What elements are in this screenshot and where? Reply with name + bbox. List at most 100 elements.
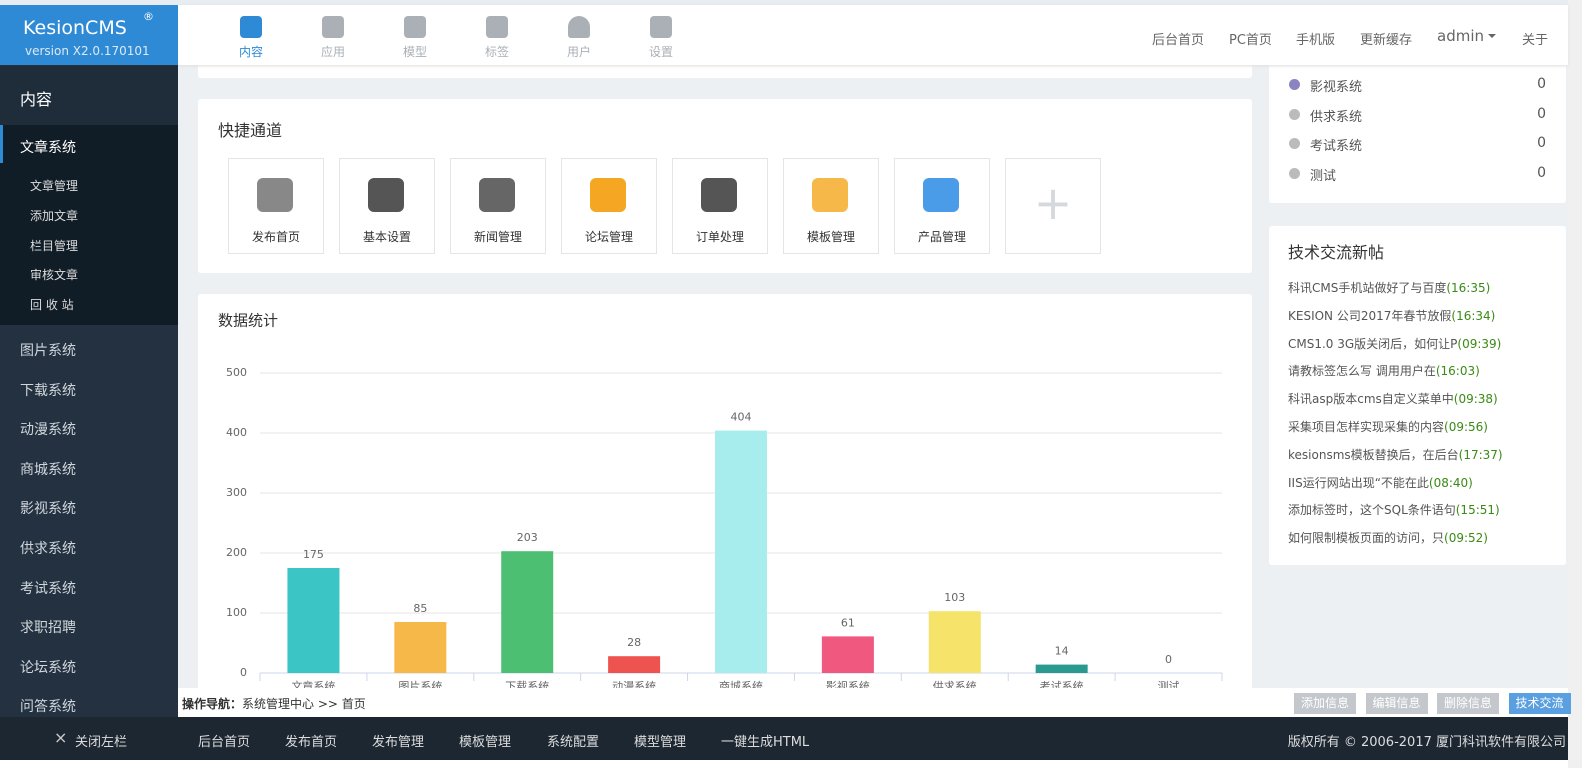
post-item[interactable]: 添加标签时，这个SQL条件语句(15:51) (1288, 501, 1500, 518)
post-title[interactable]: 科讯CMS手机站做好了与百度 (1288, 281, 1447, 295)
top-link[interactable]: 关于 (1522, 33, 1549, 48)
post-title[interactable]: KESION 公司2017年春节放假 (1288, 308, 1452, 323)
footer-link[interactable]: 发布管理 (372, 735, 425, 750)
top-link[interactable]: admin (1437, 27, 1484, 45)
post-title[interactable]: 采集项目怎样实现采集的内容 (1288, 420, 1445, 434)
tile-icon (923, 178, 959, 212)
nav-icon[interactable] (322, 16, 344, 38)
footer-link[interactable]: 系统配置 (547, 735, 600, 750)
post-title[interactable]: 如何限制模板页面的访问，只 (1288, 531, 1445, 546)
post-item[interactable]: kesionsms模板替换后，在后台(17:37) (1288, 446, 1503, 463)
post-item[interactable]: 请教标签怎么写 调用用户在(16:03) (1288, 362, 1480, 379)
footer-link[interactable]: 后台首页 (198, 735, 251, 750)
top-link[interactable]: 手机版 (1296, 33, 1336, 48)
chart: 数据统计 0 100 200 300 400 500 文章系统 175 图片系统 85 下载系统 20… (218, 312, 1223, 688)
legend-dot (1289, 138, 1300, 150)
sub-menu-item[interactable]: 回 收 站 (30, 298, 74, 313)
nav-item[interactable]: 应用 (320, 45, 345, 59)
tile-label[interactable]: 新闻管理 (473, 230, 522, 244)
menu-item[interactable]: 动漫系统 (20, 422, 76, 439)
nav-item[interactable]: 用户 (566, 45, 591, 59)
footer-link[interactable]: 模型管理 (634, 735, 687, 750)
nav-icon[interactable] (568, 16, 590, 38)
breadcrumb-bar (178, 688, 1568, 717)
submenu (0, 125, 178, 325)
action-button[interactable]: 删除信息 (1437, 693, 1499, 714)
sub-menu-item[interactable]: 添加文章 (30, 208, 79, 223)
sub-menu-item[interactable]: 审核文章 (30, 268, 79, 283)
bar (928, 611, 981, 673)
post-item[interactable]: 科讯asp版本cms自定义菜单中(09:38) (1288, 390, 1498, 407)
sidebar-active[interactable]: 文章系统 (20, 140, 76, 156)
data-label: 14 (1055, 645, 1069, 658)
nav-icon[interactable] (404, 16, 426, 38)
tile-icon (590, 178, 626, 212)
x-tick-label: 动漫系统 (612, 679, 656, 688)
tile-label[interactable]: 发布首页 (251, 230, 300, 244)
tile-label[interactable]: 产品管理 (917, 230, 966, 244)
post-item[interactable]: IIS运行网站出现“不能在此(08:40) (1288, 474, 1473, 491)
module-count: 0 (1537, 76, 1546, 92)
post-time: (16:35) (1446, 281, 1491, 295)
menu-item[interactable]: 论坛系统 (20, 659, 76, 676)
footer-link[interactable]: 发布首页 (285, 735, 338, 750)
post-title[interactable]: IIS运行网站出现“不能在此 (1288, 475, 1429, 490)
post-title[interactable]: kesionsms模板替换后，在后台 (1288, 447, 1459, 462)
tile-label[interactable]: 订单处理 (695, 230, 744, 244)
post-time: (16:34) (1451, 308, 1496, 323)
quick-tile[interactable] (783, 158, 879, 254)
tile-icon (368, 178, 404, 212)
action-button[interactable]: 添加信息 (1294, 693, 1356, 714)
x-tick-label: 考试系统 (1040, 680, 1084, 688)
breadcrumb-label: 操作导航： (182, 697, 243, 711)
nav-icon[interactable] (240, 16, 262, 38)
post-title[interactable]: 请教标签怎么写 调用用户在 (1288, 364, 1436, 379)
tile-plus[interactable]: + (1033, 176, 1073, 230)
tile-label[interactable]: 论坛管理 (584, 230, 633, 244)
menu-item[interactable]: 下载系统 (20, 382, 76, 399)
top-link[interactable]: PC首页 (1229, 33, 1272, 48)
nav-item[interactable]: 标签 (484, 45, 509, 59)
tile-label[interactable]: 基本设置 (362, 230, 411, 244)
close-sidebar[interactable]: 关闭左栏 (75, 735, 128, 750)
bar (821, 636, 874, 673)
post-item[interactable]: 采集项目怎样实现采集的内容(09:56) (1288, 418, 1488, 435)
top-link[interactable]: 更新缓存 (1360, 33, 1413, 48)
menu-item[interactable]: 图片系统 (20, 343, 76, 359)
menu-item[interactable]: 考试系统 (20, 580, 76, 597)
tile-label[interactable]: 模板管理 (806, 230, 855, 244)
sub-menu-item[interactable]: 栏目管理 (30, 238, 79, 253)
post-item[interactable]: 如何限制模板页面的访问，只(09:52) (1288, 529, 1488, 546)
nav-icon[interactable] (650, 16, 672, 38)
close-icon[interactable]: × (54, 728, 68, 747)
data-label: 61 (841, 616, 855, 629)
footer-link[interactable]: 一键生成HTML (721, 735, 810, 750)
post-title[interactable]: CMS1.0 3G版关闭后，如何让P (1288, 336, 1458, 351)
post-item[interactable]: 科讯CMS手机站做好了与百度(16:35) (1288, 279, 1490, 296)
post-title[interactable]: 科讯asp版本cms自定义菜单中 (1288, 392, 1454, 407)
action-button[interactable]: 编辑信息 (1365, 693, 1428, 714)
quick-tile[interactable] (1005, 158, 1101, 254)
menu-item[interactable]: 问答系统 (20, 699, 76, 716)
menu-item[interactable]: 商城系统 (20, 461, 76, 478)
nav-item[interactable]: 内容 (238, 45, 263, 59)
nav-item[interactable]: 模型 (402, 45, 427, 59)
sub-menu-item[interactable]: 文章管理 (30, 179, 79, 193)
nav-icon[interactable] (486, 16, 508, 38)
menu-item[interactable]: 影视系统 (20, 501, 76, 518)
top-link[interactable]: 后台首页 (1152, 33, 1205, 48)
data-label: 0 (1165, 653, 1172, 666)
footer-link[interactable]: 模板管理 (459, 735, 512, 750)
posts-panel (1269, 226, 1566, 565)
post-title[interactable]: 添加标签时，这个SQL条件语句 (1288, 503, 1456, 518)
menu-item[interactable]: 求职招聘 (20, 620, 76, 637)
nav-item[interactable]: 设置 (648, 45, 673, 59)
post-time: (15:51) (1455, 503, 1500, 518)
count-panel (1269, 60, 1566, 203)
action-button[interactable]: 技术交流 (1508, 693, 1571, 714)
post-item[interactable]: CMS1.0 3G版关闭后，如何让P(09:39) (1288, 335, 1501, 352)
data-label: 404 (731, 411, 752, 424)
bar (394, 622, 447, 673)
menu-item[interactable]: 供求系统 (20, 541, 76, 557)
post-item[interactable]: KESION 公司2017年春节放假(16:34) (1288, 307, 1495, 324)
